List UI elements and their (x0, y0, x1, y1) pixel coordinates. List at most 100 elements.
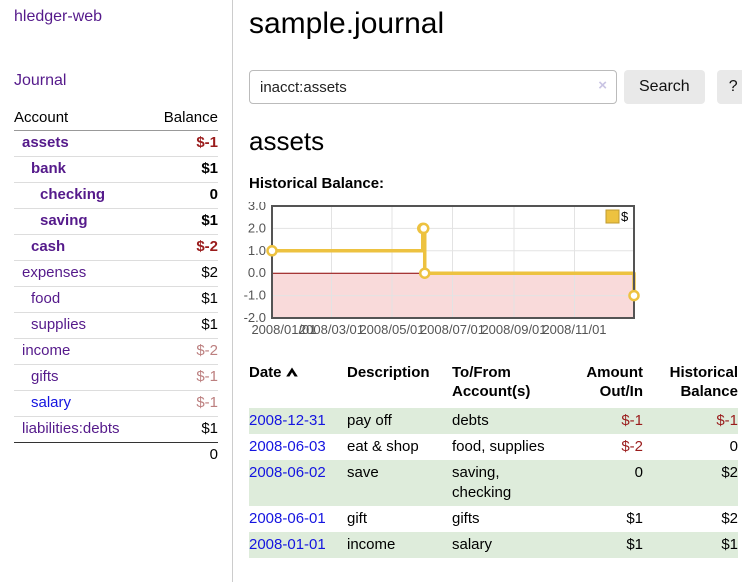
account-link-cash[interactable]: cash (31, 238, 66, 255)
transaction-amount: $1 (626, 536, 643, 553)
account-balance: $2 (148, 260, 218, 287)
transaction-balance: $2 (721, 510, 738, 527)
transaction-accounts: salary (452, 536, 493, 553)
transaction-row: 2008-01-01 income salary $1 $1 (249, 532, 738, 558)
svg-text:2008/11/01: 2008/11/01 (542, 322, 606, 337)
svg-text:1.0: 1.0 (248, 243, 266, 258)
account-balance: $-2 (148, 234, 218, 261)
svg-text:2.0: 2.0 (248, 220, 266, 235)
account-balance: $1 (148, 312, 218, 339)
transaction-description: income (347, 536, 396, 553)
svg-text:2008/09/01: 2008/09/01 (481, 322, 546, 337)
transaction-amount: $-1 (621, 412, 643, 429)
app-title-link[interactable]: hledger-web (14, 8, 103, 25)
transaction-amount: $-2 (621, 438, 643, 455)
account-link-saving[interactable]: saving (40, 212, 88, 229)
amount-column-header: Amount Out/In (586, 364, 643, 400)
account-link-food[interactable]: food (31, 290, 61, 307)
account-balance: $-2 (148, 338, 218, 365)
register-header-row: Date Description To/From Account(s) Amou… (249, 363, 738, 408)
account-link-gifts[interactable]: gifts (31, 368, 59, 385)
transaction-description: pay off (347, 412, 392, 429)
account-row-gifts: gifts $-1 (14, 364, 218, 391)
account-balance: $-1 (148, 390, 218, 417)
account-row-income: income $-2 (14, 338, 218, 365)
sidebar: hledger-web Journal Account Balance asse… (0, 0, 233, 582)
account-row-supplies: supplies $1 (14, 312, 218, 339)
transaction-row: 2008-06-01 gift gifts $1 $2 (249, 506, 738, 532)
account-balance: $-1 (148, 130, 218, 157)
date-column-header[interactable]: Date (249, 363, 347, 408)
transaction-amount: $1 (626, 510, 643, 527)
account-row-bank: bank $1 (14, 156, 218, 183)
account-link-income[interactable]: income (22, 342, 71, 359)
account-link-assets[interactable]: assets (22, 134, 69, 151)
transaction-accounts: debts (452, 412, 489, 429)
search-button[interactable]: Search (624, 70, 705, 104)
account-row-liabilities-debts: liabilities:debts $1 (14, 416, 218, 443)
description-column-header: Description (347, 364, 430, 381)
account-link-bank[interactable]: bank (31, 160, 67, 177)
transaction-row: 2008-06-02 save saving, checking 0 $2 (249, 460, 738, 506)
clear-search-icon[interactable]: × (598, 77, 607, 94)
account-heading: assets (249, 126, 325, 156)
svg-text:-1.0: -1.0 (244, 288, 266, 303)
transaction-date-link[interactable]: 2008-06-02 (249, 464, 326, 481)
account-row-assets: assets $-1 (14, 130, 218, 157)
accounts-total-value: 0 (209, 446, 218, 463)
transaction-description: eat & shop (347, 438, 419, 455)
account-balance: $1 (148, 286, 218, 313)
account-balance: $1 (148, 156, 218, 183)
register-table: Date Description To/From Account(s) Amou… (249, 363, 738, 558)
balance-column-header: Historical Balance (669, 364, 738, 400)
transaction-balance: $2 (721, 464, 738, 481)
balance-column-header: Balance (148, 106, 218, 131)
main-content: sample.journal × Search ? assets Histori… (233, 0, 742, 582)
transaction-date-link[interactable]: 2008-06-01 (249, 510, 326, 527)
help-button[interactable]: ? (716, 70, 742, 104)
transaction-accounts: saving, checking (452, 464, 512, 501)
transaction-balance: $1 (721, 536, 738, 553)
journal-link[interactable]: Journal (14, 72, 67, 89)
transaction-date-link[interactable]: 2008-06-03 (249, 438, 326, 455)
transaction-amount: 0 (634, 464, 643, 481)
account-balance: $-1 (148, 364, 218, 391)
transaction-description: gift (347, 510, 368, 527)
account-link-checking[interactable]: checking (40, 186, 106, 203)
account-link-supplies[interactable]: supplies (31, 316, 87, 333)
svg-text:-2.0: -2.0 (244, 310, 266, 325)
transaction-description: save (347, 464, 379, 481)
account-row-salary: salary $-1 (14, 390, 218, 417)
account-link-salary[interactable]: salary (31, 394, 72, 411)
account-link-liabilities-debts[interactable]: liabilities:debts (22, 420, 120, 437)
date-header-label: Date (249, 364, 282, 381)
account-column-header: Account (14, 106, 149, 131)
accounts-column-header: To/From Account(s) (452, 364, 531, 400)
search-box: × (249, 70, 617, 104)
account-balance: 0 (148, 182, 218, 209)
account-balance: $1 (148, 416, 218, 443)
transaction-row: 2008-06-03 eat & shop food, supplies $-2… (249, 434, 738, 460)
search-form: × Search ? (249, 70, 742, 104)
transaction-date-link[interactable]: 2008-01-01 (249, 536, 326, 553)
account-row-saving: saving $1 (14, 208, 218, 235)
historical-balance-chart: 3.0 2.0 1.0 0.0 -1.0 -2.02008/01/012008/03/01… (244, 202, 640, 337)
svg-text:2008/03/01: 2008/03/01 (299, 322, 364, 337)
svg-text:3.0: 3.0 (248, 202, 266, 213)
transaction-date-link[interactable]: 2008-12-31 (249, 412, 326, 429)
accounts-table-header: Account Balance (14, 106, 218, 131)
search-input[interactable] (249, 70, 617, 104)
svg-text:$: $ (621, 209, 629, 224)
account-balance: $1 (148, 208, 218, 235)
transaction-accounts: gifts (452, 510, 480, 527)
sort-ascending-icon (285, 367, 298, 377)
journal-nav: Journal (14, 72, 218, 90)
transaction-balance: $-1 (716, 412, 738, 429)
accounts-table: Account Balance assets $-1 bank $1 check… (14, 106, 218, 468)
svg-text:2008/07/01: 2008/07/01 (420, 322, 485, 337)
chart-label: Historical Balance: (249, 175, 385, 192)
transaction-row: 2008-12-31 pay off debts $-1 $-1 (249, 408, 738, 434)
account-link-expenses[interactable]: expenses (22, 264, 87, 281)
transaction-balance: 0 (729, 438, 738, 455)
